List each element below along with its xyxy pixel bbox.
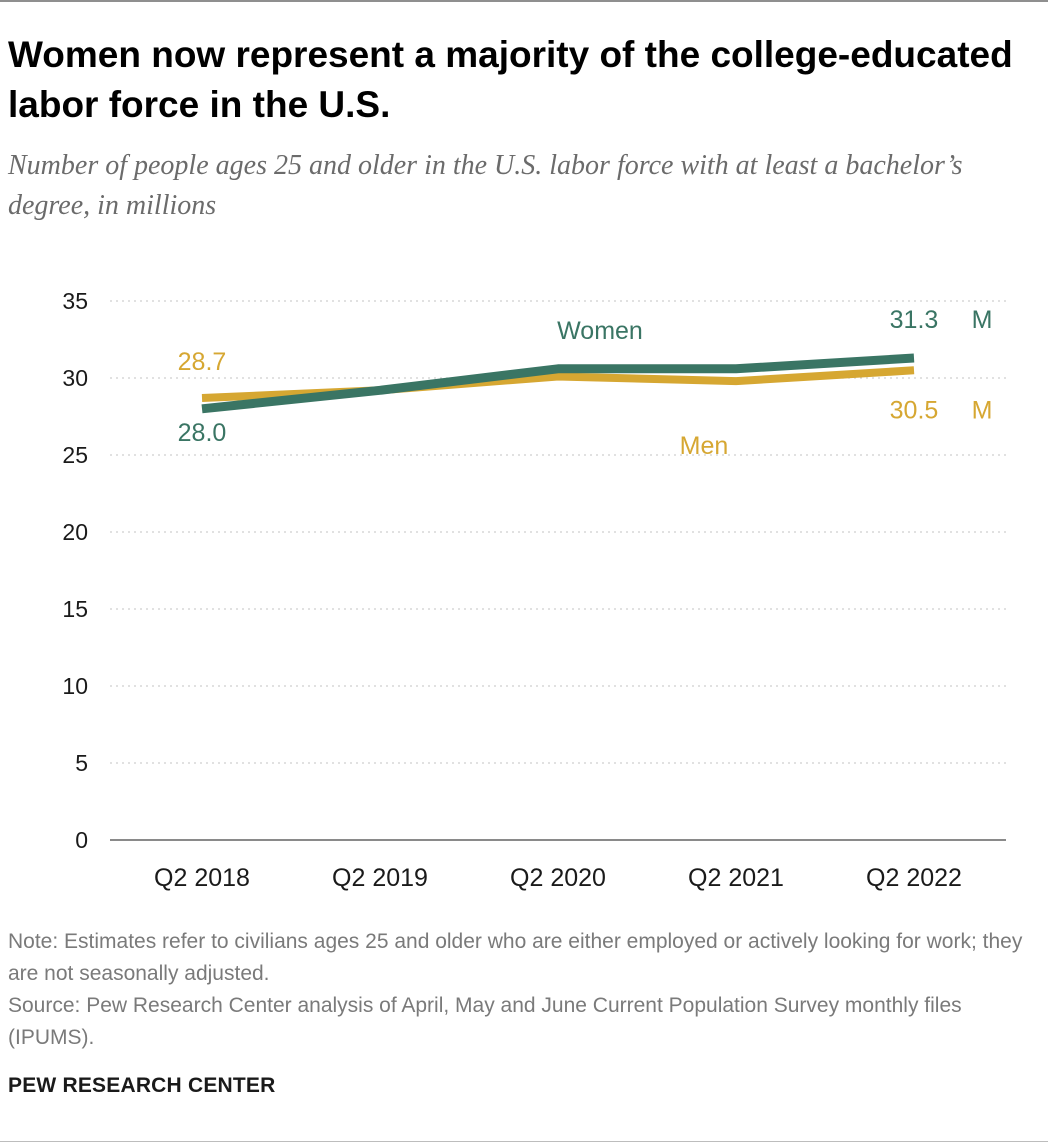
y-tick-label-30: 30 [62, 365, 88, 391]
data-label-women-end: 31.3 [890, 306, 939, 334]
y-tick-label-0: 0 [75, 827, 88, 853]
y-tick-label-10: 10 [62, 673, 88, 699]
series-label-women: Women [557, 317, 643, 345]
series-label-men: Men [680, 432, 729, 460]
chart-title: Women now represent a majority of the co… [8, 34, 1013, 125]
y-tick-label-15: 15 [62, 596, 88, 622]
y-tick-label-20: 20 [62, 519, 88, 545]
chart-subtitle: Number of people ages 25 and older in th… [8, 150, 963, 221]
unit-label-men: M [972, 396, 993, 424]
x-tick-label: Q2 2022 [866, 864, 962, 892]
data-label-women-start: 28.0 [178, 419, 227, 447]
x-tick-label: Q2 2020 [510, 864, 606, 892]
footnotes: Note: Estimates refer to civilians ages … [8, 926, 1038, 1054]
y-tick-label-35: 35 [62, 288, 88, 314]
x-tick-label: Q2 2019 [332, 864, 428, 892]
series-lines [201, 353, 915, 414]
brand-logo-text: PEW RESEARCH CENTER [8, 1074, 276, 1097]
note-text: Note: Estimates refer to civilians ages … [8, 930, 1023, 985]
y-tick-label-5: 5 [75, 750, 88, 776]
y-tick-label-25: 25 [62, 442, 88, 468]
x-axis: Q2 2018 Q2 2019 Q2 2020 Q2 2021 Q2 2022 [110, 839, 1006, 892]
series-line-women [201, 353, 915, 414]
unit-label-women: M [972, 306, 993, 334]
source-text: Source: Pew Research Center analysis of … [8, 994, 962, 1049]
x-tick-label: Q2 2021 [688, 864, 784, 892]
data-labels: Women Men 28.0 28.7 31.3 M 30.5 M [178, 306, 993, 460]
y-axis: 0 5 10 15 20 25 30 35 [62, 288, 88, 853]
bottom-rule [0, 1141, 1048, 1142]
data-label-men-start: 28.7 [178, 348, 227, 376]
top-rule [0, 0, 1048, 2]
data-label-men-end: 30.5 [890, 396, 939, 424]
x-tick-label: Q2 2018 [154, 864, 250, 892]
